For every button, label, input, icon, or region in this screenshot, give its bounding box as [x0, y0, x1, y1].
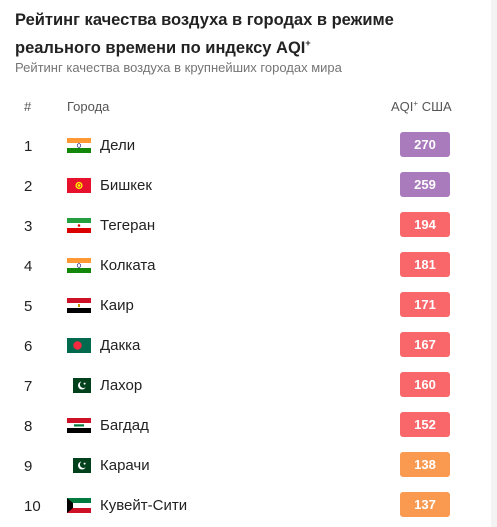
city-name-link[interactable]: Карачи	[100, 457, 150, 474]
aqi-column-header: AQI+ США	[391, 99, 452, 114]
table-row[interactable]: 7 Лахор 160	[0, 365, 497, 405]
page-title-text: Рейтинг качества воздуха в городах в реж…	[15, 11, 394, 57]
pakistan-flag-icon	[67, 458, 91, 473]
city-name-link[interactable]: Колката	[100, 257, 156, 274]
row-rank: 5	[24, 298, 33, 315]
bangladesh-flag-icon	[67, 338, 91, 353]
table-row[interactable]: 6 Дакка 167	[0, 325, 497, 365]
city-name-link[interactable]: Бишкек	[100, 177, 152, 194]
table-row[interactable]: 10 Кувейт-Сити 137	[0, 485, 497, 525]
aqi-badge: 160	[400, 372, 450, 397]
row-rank: 9	[24, 458, 33, 475]
kyrgyzstan-flag-icon	[67, 178, 91, 193]
india-flag-icon	[67, 138, 91, 153]
rank-column-header: #	[24, 99, 32, 114]
city-name-link[interactable]: Тегеран	[100, 217, 156, 234]
table-row[interactable]: 4 Колката 181	[0, 245, 497, 285]
table-row[interactable]: 2 Бишкек 259	[0, 165, 497, 205]
city-column-header: Города	[67, 99, 110, 114]
table-row[interactable]: 8 Багдад 152	[0, 405, 497, 445]
aqi-badge: 138	[400, 452, 450, 477]
page-title-sup: +	[305, 38, 311, 48]
aqi-badge: 137	[400, 492, 450, 517]
row-rank: 4	[24, 258, 33, 275]
table-row[interactable]: 9 Карачи 138	[0, 445, 497, 485]
pakistan-flag-icon	[67, 378, 91, 393]
aqi-badge: 259	[400, 172, 450, 197]
city-name-link[interactable]: Лахор	[100, 377, 143, 394]
city-name-link[interactable]: Каир	[100, 297, 134, 314]
row-rank: 10	[24, 498, 41, 515]
aqi-header-sup: +	[413, 99, 419, 108]
table-row[interactable]: 3 Тегеран 194	[0, 205, 497, 245]
iran-flag-icon	[67, 218, 91, 233]
aqi-badge: 167	[400, 332, 450, 357]
scroll-edge	[491, 0, 497, 527]
table-row[interactable]: 5 Каир 171	[0, 285, 497, 325]
row-rank: 6	[24, 338, 33, 355]
row-rank: 3	[24, 218, 33, 235]
row-rank: 8	[24, 418, 33, 435]
table-row[interactable]: 1 Дели 270	[0, 125, 497, 165]
aqi-header-label: AQI	[391, 99, 414, 114]
city-name-link[interactable]: Дели	[100, 137, 136, 154]
city-name-link[interactable]: Дакка	[100, 337, 141, 354]
page-subtitle: Рейтинг качества воздуха в крупнейших го…	[15, 60, 342, 75]
iraq-flag-icon	[67, 418, 91, 433]
aqi-header-suffix: США	[421, 99, 452, 114]
aqi-badge: 194	[400, 212, 450, 237]
ranking-table: 1 Дели 270 2 Бишкек 259 3 Тегеран 194 4 Колката…	[0, 125, 497, 525]
aqi-badge: 171	[400, 292, 450, 317]
page-title: Рейтинг качества воздуха в городах в реж…	[15, 9, 475, 60]
india-flag-icon	[67, 258, 91, 273]
aqi-badge: 181	[400, 252, 450, 277]
row-rank: 2	[24, 178, 33, 195]
aqi-badge: 270	[400, 132, 450, 157]
aqi-badge: 152	[400, 412, 450, 437]
city-name-link[interactable]: Кувейт-Сити	[100, 497, 188, 514]
row-rank: 7	[24, 378, 33, 395]
egypt-flag-icon	[67, 298, 91, 313]
city-name-link[interactable]: Багдад	[100, 417, 149, 434]
row-rank: 1	[24, 138, 33, 155]
kuwait-flag-icon	[67, 498, 91, 513]
